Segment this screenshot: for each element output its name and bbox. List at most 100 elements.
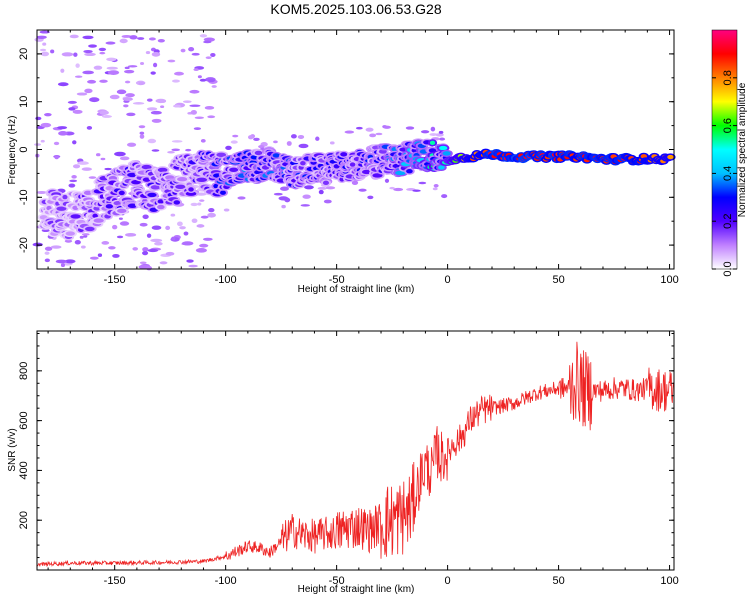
spectrogram-speckle xyxy=(119,38,128,44)
spectrogram-cell xyxy=(70,214,81,219)
spectrogram-x-tick-label: -100 xyxy=(215,274,237,286)
spectrogram-speckle xyxy=(355,126,363,130)
spectrogram-cell xyxy=(438,165,445,170)
spectrogram-speckle xyxy=(109,94,120,100)
spectrogram-speckle xyxy=(203,40,212,44)
spectrogram-speckle xyxy=(318,189,324,195)
spectrogram-speckle xyxy=(116,235,124,239)
snr-panel: -150 -100 -50 0 50 100 200 400 600 800 Height of… xyxy=(7,330,679,595)
spectrogram-speckle xyxy=(119,156,130,161)
spectrogram-speckle xyxy=(83,235,88,238)
spectrogram-speckle xyxy=(77,161,89,165)
spectrogram-speckle xyxy=(170,213,176,217)
spectrogram-speckle xyxy=(60,68,65,73)
spectrogram-speckle xyxy=(290,134,297,139)
spectrogram-speckle xyxy=(71,175,77,179)
snr-series-line xyxy=(36,341,675,568)
spectrogram-speckle xyxy=(155,98,167,104)
spectrogram-speckle xyxy=(182,100,192,103)
spectrogram-x-tick-label: -50 xyxy=(329,274,345,286)
spectrogram-cell xyxy=(157,204,165,210)
spectrogram-speckle xyxy=(315,136,320,141)
spectrogram-speckle xyxy=(127,65,138,68)
spectrogram-speckle xyxy=(199,78,207,82)
spectrogram-cell xyxy=(406,169,413,174)
spectrogram-speckle xyxy=(150,71,156,75)
spectrogram-speckle xyxy=(393,187,404,192)
snr-y-axis-title: SNR (v/v) xyxy=(7,428,18,471)
spectrogram-speckle xyxy=(55,259,68,264)
spectrogram-speckle xyxy=(200,139,206,143)
spectrogram-cell xyxy=(117,208,127,214)
spectrogram-speckle xyxy=(432,187,438,191)
spectrogram-speckle xyxy=(205,56,212,59)
spectrogram-speckle xyxy=(284,197,291,203)
spectrogram-speckle xyxy=(138,125,146,129)
spectrogram-y-ticks: -20 -10 0 10 20 xyxy=(18,29,674,270)
snr-x-tick-label: -100 xyxy=(215,575,237,587)
spectrogram-speckle xyxy=(199,34,208,38)
spectrogram-cell xyxy=(157,167,168,173)
spectrogram-speckle xyxy=(273,192,283,196)
spectrogram-speckle xyxy=(191,218,198,224)
spectrogram-speckle xyxy=(185,148,192,152)
spectrogram-cell xyxy=(157,199,165,204)
spectrogram-speckle xyxy=(344,130,355,134)
spectrogram-speckle xyxy=(167,59,176,63)
spectrogram-speckle xyxy=(195,248,207,253)
spectrogram-speckle xyxy=(433,183,439,188)
spectrogram-cell xyxy=(216,152,227,158)
spectrogram-speckle xyxy=(82,35,94,40)
spectrogram-speckle xyxy=(108,246,116,250)
spectrogram-speckle xyxy=(286,141,292,146)
spectrogram-cell xyxy=(349,162,356,167)
spectrogram-speckle xyxy=(167,151,175,154)
spectrogram-cell xyxy=(220,190,226,195)
spectrogram-speckle xyxy=(68,183,76,188)
spectrogram-speckle xyxy=(258,145,265,149)
spectrogram-cell xyxy=(127,203,138,208)
spectrogram-speckle xyxy=(107,70,120,75)
spectrogram-speckle xyxy=(207,212,216,218)
spectrogram-speckle xyxy=(44,258,50,263)
spectrogram-speckle xyxy=(188,264,198,268)
spectrogram-speckle xyxy=(405,126,415,130)
spectrogram-speckle xyxy=(384,178,390,183)
spectrogram-speckle xyxy=(104,167,112,171)
spectrogram-speckle xyxy=(429,133,438,136)
spectrogram-speckle xyxy=(67,100,77,104)
spectrogram-speckle xyxy=(142,247,149,252)
spectrogram-cell xyxy=(300,161,306,166)
colorbar-tick-label: 0.8 xyxy=(722,70,734,85)
spectrogram-cell xyxy=(177,176,188,182)
spectrogram-speckle xyxy=(190,110,198,115)
spectrogram-speckle xyxy=(54,155,59,160)
spectrogram-speckle xyxy=(76,92,88,96)
spectrogram-speckle xyxy=(367,195,374,200)
snr-x-tick-label: 0 xyxy=(445,575,451,587)
spectrogram-cell xyxy=(85,226,95,232)
spectrogram-speckle xyxy=(99,51,106,55)
spectrogram-speckle xyxy=(60,263,66,268)
spectrogram-speckle xyxy=(139,261,147,265)
snr-x-tick-label: -150 xyxy=(104,575,126,587)
spectrogram-speckle xyxy=(171,148,180,152)
spectrogram-speckle xyxy=(208,207,215,213)
spectrogram-speckle xyxy=(153,62,158,68)
spectrogram-speckle xyxy=(112,253,120,258)
snr-x-tick-label: -50 xyxy=(329,575,345,587)
spectrogram-speckle xyxy=(210,52,216,57)
spectrogram-speckle xyxy=(351,180,359,186)
spectrogram-speckle xyxy=(146,98,153,102)
spectrogram-speckle xyxy=(317,186,327,190)
spectrogram-speckle xyxy=(148,37,156,41)
spectrogram-speckle xyxy=(79,235,84,239)
spectrogram-speckle xyxy=(138,82,145,85)
snr-y-tick-label: 200 xyxy=(18,511,30,529)
spectrogram-speckle xyxy=(297,134,305,139)
spectrogram-speckle xyxy=(159,261,168,265)
spectrogram-speckle xyxy=(50,245,62,249)
spectrogram-speckle xyxy=(122,97,133,102)
spectrogram-speckle xyxy=(57,126,68,130)
spectrogram-speckle xyxy=(118,217,123,220)
